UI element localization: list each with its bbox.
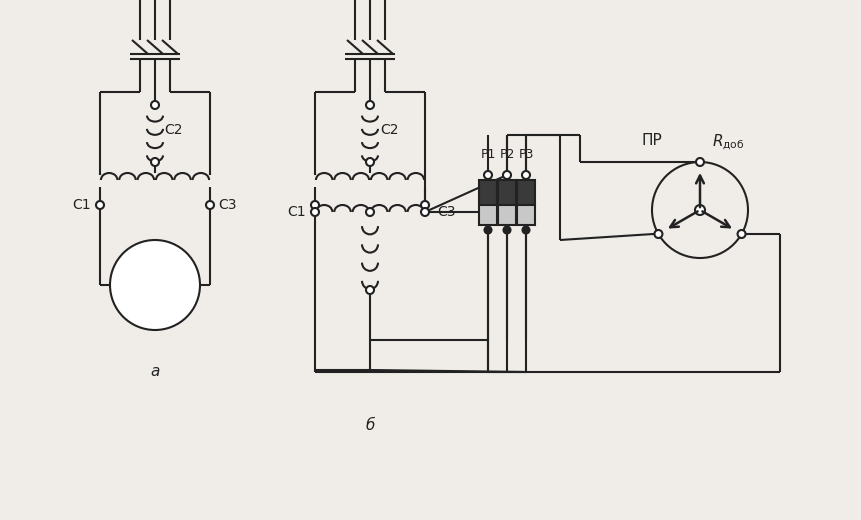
Bar (479, 205, 497, 225)
Bar (517, 180, 535, 205)
Circle shape (653, 230, 661, 238)
Circle shape (695, 158, 703, 166)
Circle shape (110, 240, 200, 330)
Circle shape (151, 158, 158, 166)
Text: $R_{\rm{доб}}$: $R_{\rm{доб}}$ (711, 132, 744, 152)
Circle shape (151, 101, 158, 109)
Circle shape (522, 171, 530, 179)
Circle shape (311, 201, 319, 209)
Text: C1: C1 (72, 198, 91, 212)
Text: C2: C2 (380, 123, 398, 137)
Text: C2: C2 (164, 123, 183, 137)
Circle shape (366, 158, 374, 166)
Bar (498, 180, 516, 205)
Text: C1: C1 (288, 205, 306, 219)
Bar (498, 205, 516, 225)
Text: ПР: ПР (641, 133, 661, 148)
Text: P2: P2 (499, 148, 514, 161)
Circle shape (503, 227, 510, 233)
Circle shape (206, 201, 214, 209)
Circle shape (420, 208, 429, 216)
Circle shape (420, 201, 429, 209)
Bar (517, 205, 535, 225)
Text: C3: C3 (219, 198, 237, 212)
Text: C3: C3 (437, 205, 455, 219)
Circle shape (311, 208, 319, 216)
Text: a: a (150, 365, 159, 380)
Circle shape (737, 230, 745, 238)
Circle shape (503, 171, 511, 179)
Circle shape (366, 101, 374, 109)
Text: б: б (365, 418, 375, 433)
Circle shape (96, 201, 104, 209)
Circle shape (483, 171, 492, 179)
Circle shape (366, 208, 374, 216)
Circle shape (366, 286, 374, 294)
Text: P1: P1 (480, 148, 495, 161)
Circle shape (522, 227, 529, 233)
Circle shape (484, 227, 491, 233)
Text: P3: P3 (517, 148, 533, 161)
Circle shape (694, 205, 704, 215)
Bar (479, 180, 497, 205)
